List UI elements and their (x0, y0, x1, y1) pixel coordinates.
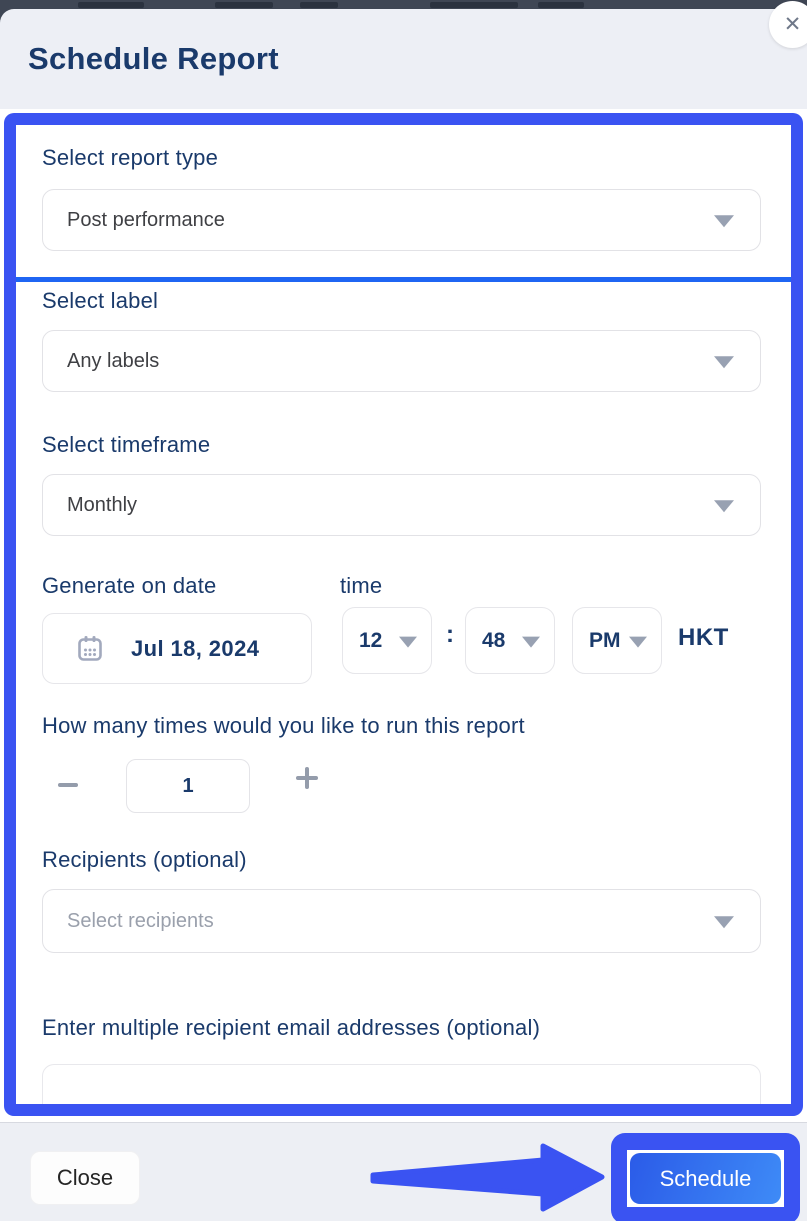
background-artifact (215, 2, 273, 8)
timezone-label: HKT (678, 624, 729, 651)
chevron-down-icon (399, 636, 417, 648)
close-button[interactable]: Close (30, 1151, 140, 1205)
label-value: Any labels (67, 349, 160, 372)
emails-textarea[interactable] (42, 1064, 761, 1104)
select-label-label: Select label (42, 288, 159, 313)
schedule-report-modal: Schedule Report Select report type Post … (0, 9, 807, 1221)
timeframe-value: Monthly (67, 493, 138, 516)
chevron-down-icon (714, 215, 734, 228)
time-label: time (340, 573, 383, 598)
date-value: Jul 18, 2024 (131, 635, 260, 661)
modal-title: Schedule Report (28, 41, 279, 76)
emails-label: Enter multiple recipient email addresses… (42, 1015, 541, 1040)
close-icon[interactable]: ✕ (769, 1, 807, 48)
annotation-highlight-box: Select report type Post performance Sele… (4, 113, 803, 1116)
run-count-label: How many times would you like to run thi… (42, 713, 525, 738)
annotation-schedule-highlight: Schedule (611, 1133, 800, 1221)
chevron-down-icon (629, 636, 647, 648)
calendar-icon (78, 635, 102, 661)
schedule-button[interactable]: Schedule (630, 1153, 781, 1204)
chevron-down-icon (714, 500, 734, 513)
background-artifact (538, 2, 584, 8)
minute-select[interactable]: 48 (465, 607, 555, 674)
hour-value: 12 (359, 628, 383, 652)
meridiem-select[interactable]: PM (572, 607, 662, 674)
recipients-placeholder: Select recipients (67, 909, 214, 932)
chevron-down-icon (714, 916, 734, 929)
close-x-glyph: ✕ (783, 13, 802, 36)
report-type-label: Select report type (42, 145, 219, 170)
background-artifact (430, 2, 518, 8)
report-type-value: Post performance (67, 208, 225, 231)
timeframe-label: Select timeframe (42, 432, 211, 457)
hour-select[interactable]: 12 (342, 607, 432, 674)
recipients-label: Recipients (optional) (42, 847, 247, 872)
time-colon: : (446, 621, 454, 648)
minus-icon[interactable] (58, 783, 78, 787)
minute-value: 48 (482, 628, 506, 652)
recipients-select[interactable]: Select recipients (42, 889, 761, 953)
background-artifact (78, 2, 144, 8)
run-count-input[interactable]: 1 (126, 759, 250, 813)
chevron-down-icon (714, 356, 734, 369)
meridiem-value: PM (589, 628, 621, 652)
modal-footer: Close Schedule (0, 1122, 807, 1221)
run-count-value: 1 (182, 774, 194, 797)
annotation-divider (16, 277, 791, 282)
date-picker[interactable]: Jul 18, 2024 (42, 613, 312, 684)
background-artifact (300, 2, 338, 8)
annotation-arrow-icon (370, 1143, 605, 1212)
report-type-select[interactable]: Post performance (42, 189, 761, 251)
timeframe-select[interactable]: Monthly (42, 474, 761, 536)
chevron-down-icon (522, 636, 540, 648)
plus-icon[interactable] (294, 765, 320, 791)
label-select[interactable]: Any labels (42, 330, 761, 392)
schedule-button-frame: Schedule (627, 1150, 784, 1207)
generate-on-date-label: Generate on date (42, 573, 217, 598)
